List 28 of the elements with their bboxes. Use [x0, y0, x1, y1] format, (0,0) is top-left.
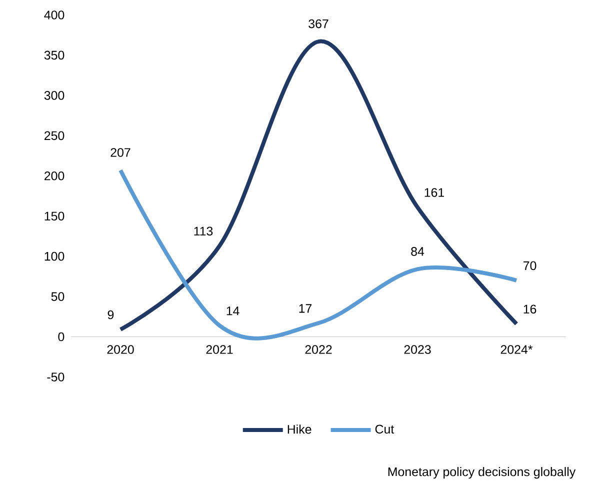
- y-tick-label: 200: [44, 171, 64, 180]
- data-label: 84: [411, 247, 424, 256]
- data-label: 14: [226, 306, 240, 316]
- y-tick-label: 50: [51, 292, 64, 301]
- text: Monetary policy decisions globally: [388, 467, 576, 479]
- y-tick-label: 300: [44, 91, 64, 100]
- y-tick-label: 250: [44, 131, 64, 140]
- x-tick-label: 2021: [206, 345, 233, 354]
- x-tick-label: 2020: [107, 345, 134, 354]
- legend-label: Hike: [288, 424, 312, 434]
- data-label: 161: [424, 188, 444, 197]
- y-tick-label: 0: [58, 332, 64, 342]
- data-label: 207: [110, 148, 130, 157]
- y-tick-label: -50: [47, 372, 64, 382]
- y-tick-label: 400: [44, 10, 64, 20]
- x-tick-label: 2022: [305, 345, 332, 354]
- data-label: 70: [523, 261, 536, 270]
- data-label: 17: [299, 304, 312, 313]
- y-tick-label: 150: [44, 212, 64, 221]
- data-label: 367: [308, 19, 328, 28]
- y-tick-label: 100: [44, 252, 64, 261]
- data-label: 113: [194, 226, 213, 236]
- x-tick-label: 2024*: [500, 345, 533, 354]
- y-tick-label: 350: [44, 50, 64, 60]
- data-label: 16: [524, 304, 536, 314]
- x-tick-label: 2023: [404, 345, 431, 354]
- legend-label: Cut: [375, 424, 394, 434]
- data-label: 9: [108, 310, 114, 320]
